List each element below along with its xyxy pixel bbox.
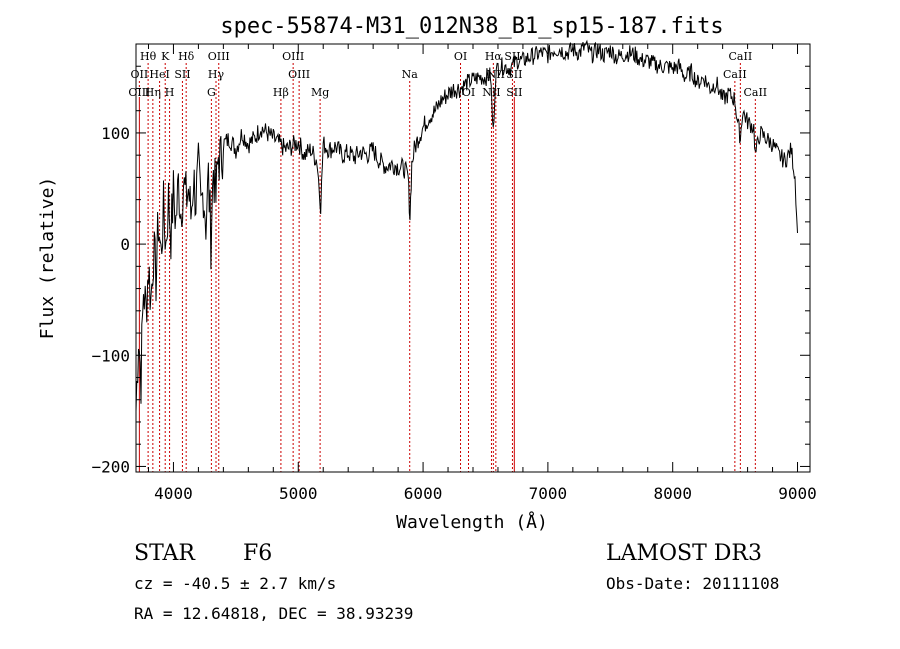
spectral-line-label: G [207,86,216,99]
spectral-line-label: SII [174,68,190,81]
subclass: F6 [243,541,272,566]
spectral-line-label: Hη [145,86,161,99]
spectral-line-label: CaII [729,50,753,63]
plot-frame [135,43,811,473]
object-class: STAR [134,541,196,566]
spectrum-trace-layer [135,39,798,412]
spectral-line-label: CaII [743,86,767,99]
coordinates: RA = 12.64818, DEC = 38.93239 [134,604,413,623]
spectral-line-label: SII [504,50,520,63]
y-tick-label: −200 [91,457,130,476]
x-tick-label: 5000 [279,484,318,503]
survey-name: LAMOST DR3 [606,541,762,566]
spectral-line-label: OIII [128,86,150,99]
y-tick-label: −100 [91,346,130,365]
spectral-line-label: Mg [311,86,329,99]
spectral-line-label: Hβ [273,86,289,99]
spectral-line-label: HeI [149,68,169,81]
y-axis-label: Flux (relative) [37,177,58,340]
spectral-line-label: OI [454,50,467,63]
x-tick-label: 9000 [778,484,817,503]
spectral-line-label: K [161,50,170,63]
spectral-line-label: Hγ [208,68,225,81]
spectral-line-label: Hδ [178,50,195,63]
x-tick-label: 6000 [404,484,443,503]
spectral-line-label: OII [131,68,149,81]
x-tick-label: 7000 [529,484,568,503]
spectral-line-label: SII [506,86,522,99]
spectral-line-label: H [165,86,175,99]
spectral-line-label: Hθ [140,50,157,63]
cz-value: cz = -40.5 ± 2.7 km/s [134,574,336,593]
spectral-line-label: Na [402,68,419,81]
spectral-line-label: OI [462,86,475,99]
y-tick-label: 100 [101,124,130,143]
spectral-line-label: Hα [485,50,503,63]
y-tick-label: 0 [120,235,130,254]
chart-title: spec-55874-M31_012N38_B1_sp15-187.fits [220,14,723,39]
axes: 4000 5000 6000 7000 8000 9000 −200 −100 0 100 [91,43,817,503]
x-tick-label: 4000 [154,484,193,503]
spectral-line-label: CaII [723,68,747,81]
spectral-lines: Hθ OII OIII HeI Hη K H SII Hδ OIII Hγ G OIII OIII Hβ Mg… [128,50,767,472]
x-axis-label: Wavelength (Å) [396,511,548,533]
spectrum-trace [135,39,798,412]
spectral-line-label: OIII [288,68,310,81]
x-tick-label: 8000 [653,484,692,503]
spectral-line-label: OIII [282,50,304,63]
spectral-line-label: OIII [208,50,230,63]
obs-date: Obs-Date: 20111108 [606,574,779,593]
